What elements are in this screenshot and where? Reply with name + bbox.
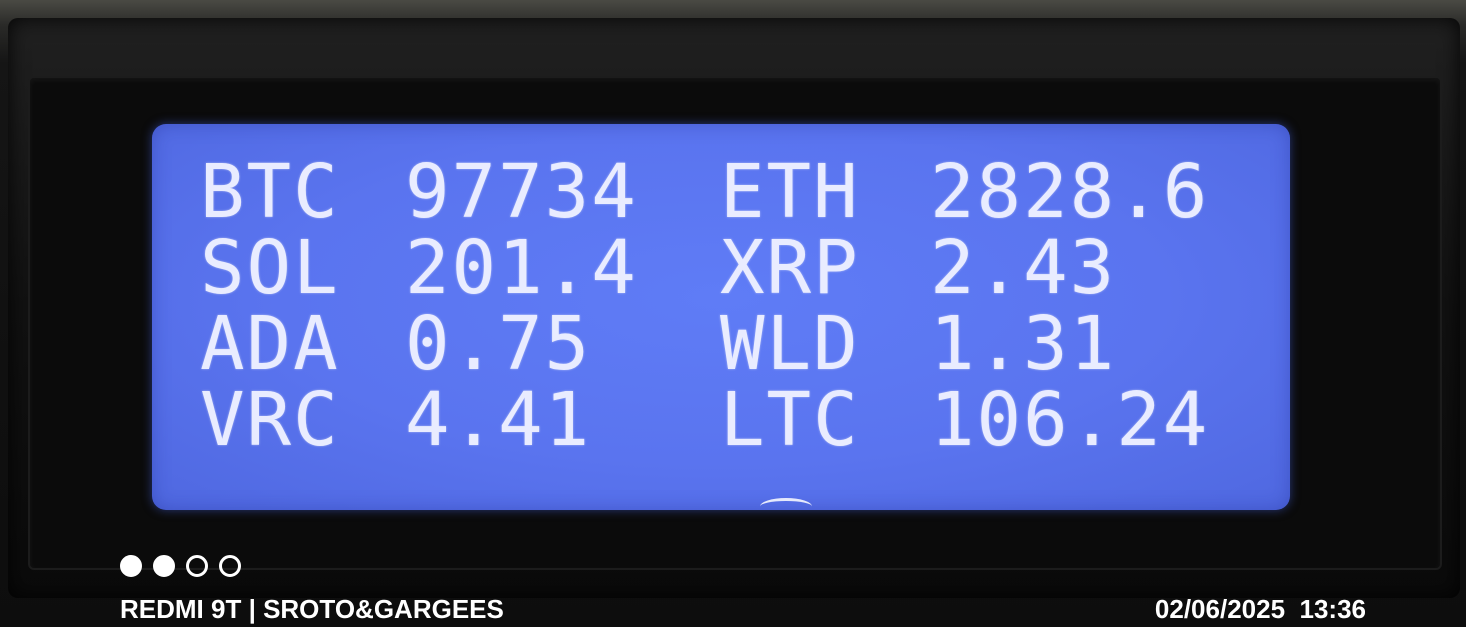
watermark-dot — [120, 555, 142, 577]
ticker-label: LTC — [720, 377, 860, 463]
ticker-price: 97734 — [405, 149, 638, 235]
ticker-price: 1.31 — [930, 301, 1117, 387]
ticker-label: SOL — [200, 225, 340, 311]
ticker-label: BTC — [200, 149, 340, 235]
ticker-price: 4.41 — [405, 377, 592, 463]
watermark-date: 02/06/2025 — [1154, 594, 1286, 624]
camera-watermark-timestamp: 02/06/2025 13:36 — [1155, 594, 1366, 624]
ticker-label: VRC — [200, 377, 340, 463]
ticker-label: WLD — [720, 301, 860, 387]
ticker-price: 201.4 — [405, 225, 638, 311]
lcd-screen: BTC 97734 ETH 2828.6 SOL 201.4 XRP 2.43 … — [152, 124, 1290, 510]
camera-watermark-dots — [120, 555, 241, 577]
ticker-price: 2828.6 — [930, 149, 1210, 235]
ticker-price: 106.24 — [930, 377, 1210, 463]
watermark-dot — [186, 555, 208, 577]
ticker-label: ADA — [200, 301, 340, 387]
lcd-text-grid: BTC 97734 ETH 2828.6 SOL 201.4 XRP 2.43 … — [200, 154, 1260, 458]
watermark-time: 13:36 — [1299, 594, 1367, 624]
watermark-dot — [219, 555, 241, 577]
ticker-label: ETH — [720, 149, 860, 235]
watermark-dot — [153, 555, 175, 577]
light-reflection — [760, 498, 812, 515]
ticker-price: 2.43 — [930, 225, 1117, 311]
camera-watermark-device: REDMI 9T | SROTO&GARGEES — [120, 594, 504, 624]
ticker-price: 0.75 — [405, 301, 592, 387]
ticker-label: XRP — [720, 225, 860, 311]
